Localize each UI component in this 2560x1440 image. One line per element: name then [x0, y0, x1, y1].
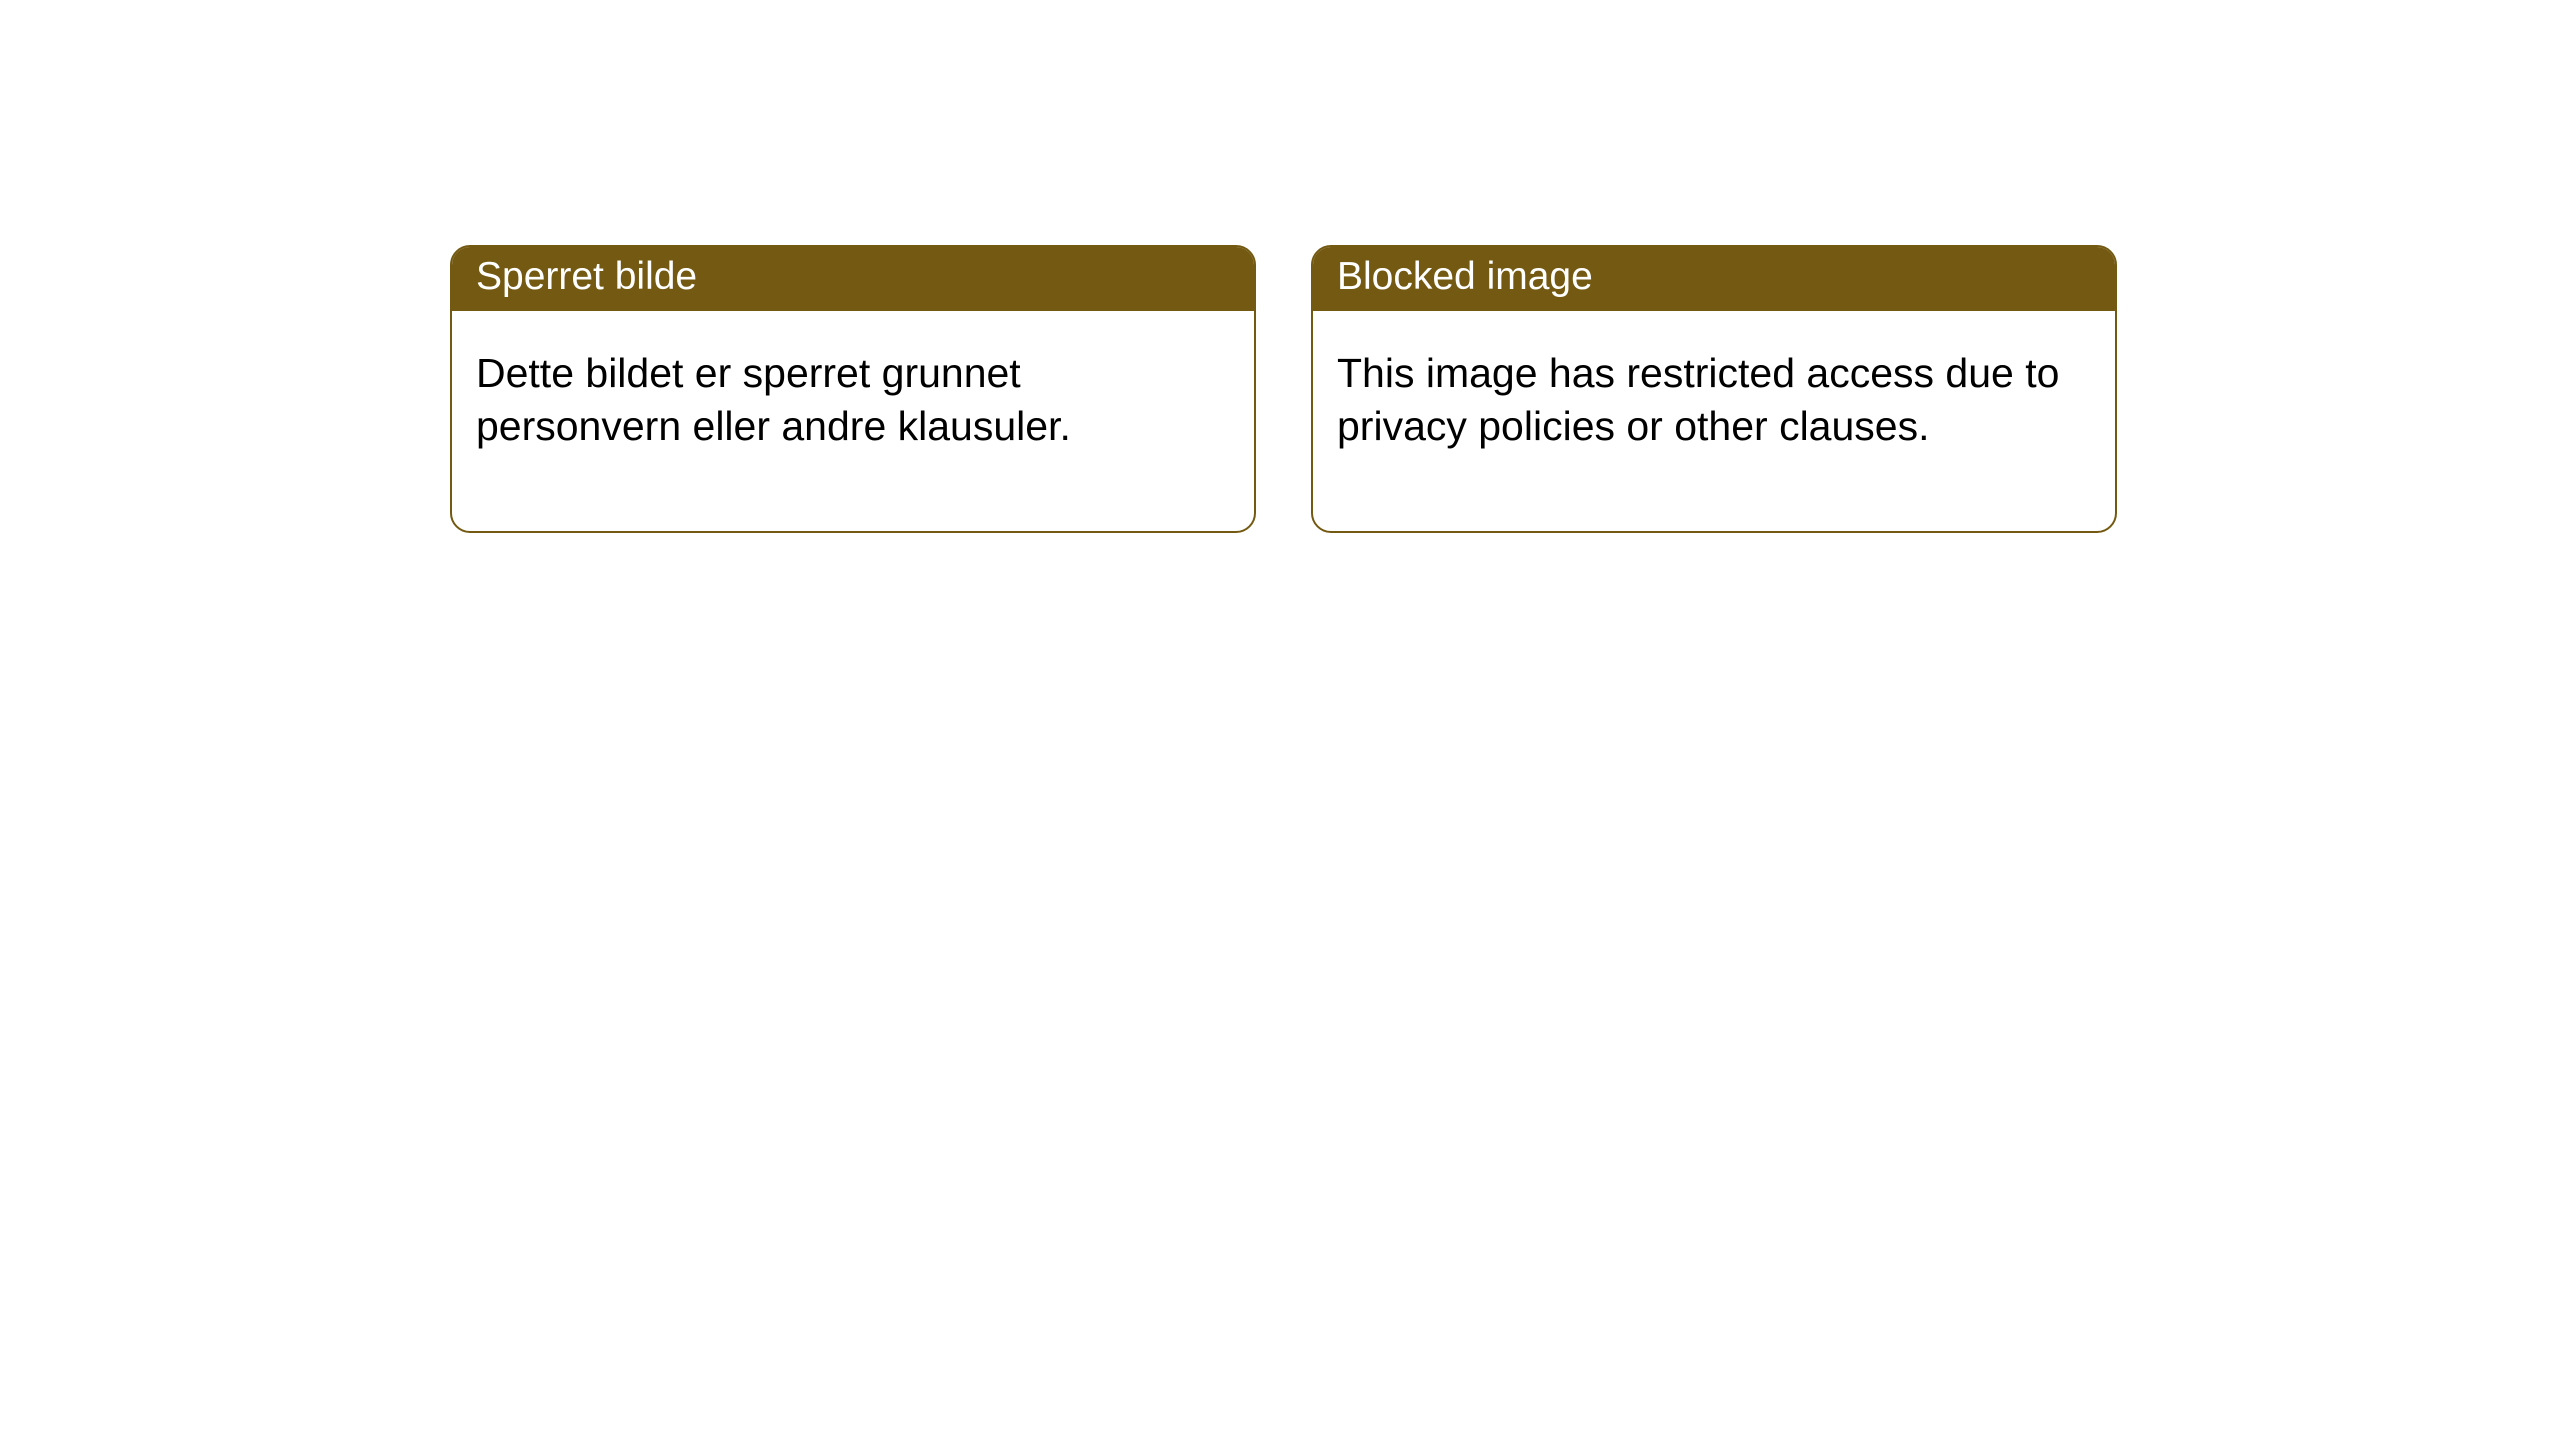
notice-card-body: This image has restricted access due to …: [1313, 311, 2115, 531]
notice-title: Sperret bilde: [476, 255, 697, 298]
notice-card-english: Blocked image This image has restricted …: [1311, 245, 2117, 533]
notice-card-body: Dette bildet er sperret grunnet personve…: [452, 311, 1254, 531]
notice-card-norwegian: Sperret bilde Dette bildet er sperret gr…: [450, 245, 1256, 533]
notice-body-text: Dette bildet er sperret grunnet personve…: [476, 350, 1071, 449]
notice-card-header: Blocked image: [1313, 247, 2115, 311]
notice-body-text: This image has restricted access due to …: [1337, 350, 2059, 449]
notice-container: Sperret bilde Dette bildet er sperret gr…: [450, 245, 2117, 533]
notice-card-header: Sperret bilde: [452, 247, 1254, 311]
notice-title: Blocked image: [1337, 255, 1593, 298]
